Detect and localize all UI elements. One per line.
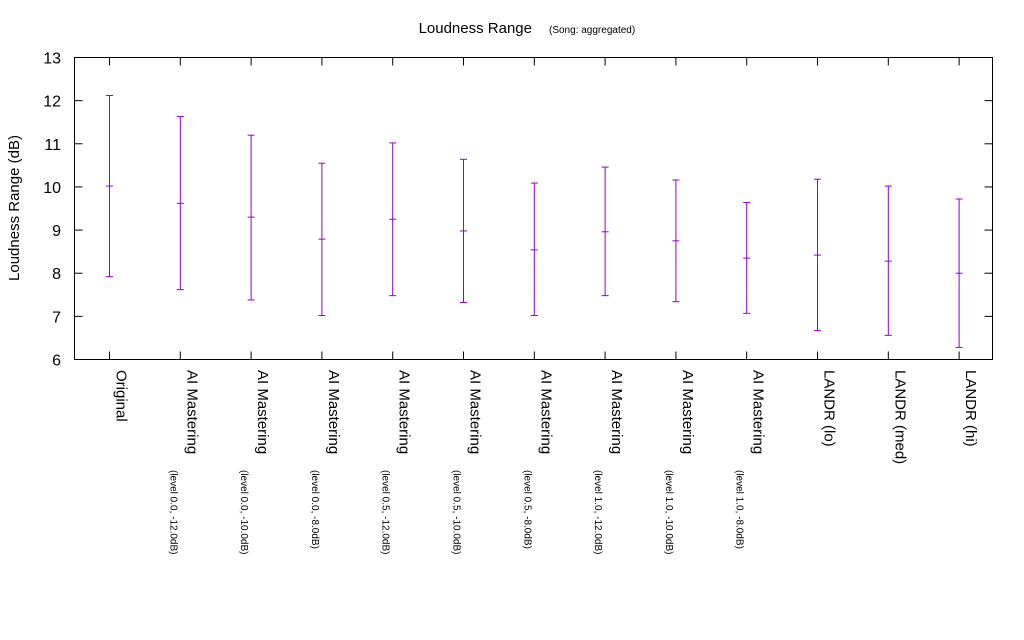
x-tick-label: AI Mastering xyxy=(325,370,342,454)
y-axis: 6 7 8 9 10 11 12 13 xyxy=(43,51,993,370)
x-tick-label: AI Mastering xyxy=(254,370,271,454)
y-tick-label: 12 xyxy=(43,94,61,111)
x-tick-label: Original xyxy=(113,370,130,422)
error-bar xyxy=(106,94,113,278)
error-bar xyxy=(530,182,538,316)
error-bar xyxy=(176,116,184,291)
x-tick-label: AI Mastering xyxy=(467,370,484,454)
x-tick-label: AI Mastering xyxy=(750,370,767,454)
x-tick-sublabel: (level 0.5, -10.0dB) xyxy=(451,470,462,555)
plot-frame xyxy=(74,57,993,360)
x-tick-sublabel: (level 0.0, -8.0dB) xyxy=(309,470,320,549)
error-bar xyxy=(247,134,255,301)
x-tick-label: AI Mastering xyxy=(183,370,200,454)
y-tick-label: 8 xyxy=(52,266,61,283)
x-tick-sublabel: (level 0.5, -12.0dB) xyxy=(380,470,391,555)
x-tick-label: LANDR (med) xyxy=(891,370,908,464)
x-tick-sublabel: (level 0.5, -8.0dB) xyxy=(521,470,532,549)
y-tick-label: 9 xyxy=(52,223,61,240)
error-bar xyxy=(389,142,397,297)
y-tick-label: 11 xyxy=(44,137,61,154)
x-tick-sublabel: (level 1.0, -12.0dB) xyxy=(592,470,603,555)
x-tick-sublabel: (level 0.0, -10.0dB) xyxy=(238,470,249,555)
error-bar xyxy=(672,179,680,303)
y-axis-label: Loudness Range (dB) xyxy=(6,135,23,281)
x-tick-label: AI Mastering xyxy=(396,370,413,454)
error-bar xyxy=(743,201,751,314)
error-bar xyxy=(814,178,821,332)
x-tick-sublabel: (level 1.0, -10.0dB) xyxy=(663,470,674,555)
series xyxy=(106,94,963,348)
y-tick-label: 6 xyxy=(52,353,61,370)
y-tick-label: 13 xyxy=(43,51,61,68)
error-bar xyxy=(601,166,609,297)
x-tick-label: AI Mastering xyxy=(608,370,625,454)
y-tick-label: 7 xyxy=(52,309,61,326)
x-axis: Original AI Mastering (level 0.0, -12.0dB)… xyxy=(109,57,979,555)
error-bar xyxy=(460,158,467,304)
x-tick-sublabel: (level 0.0, -12.0dB) xyxy=(167,470,178,555)
chart-subtitle: (Song: aggregated) xyxy=(549,25,635,36)
error-bar xyxy=(318,162,326,316)
x-tick-label: LANDR (lo) xyxy=(821,370,838,447)
y-tick-label: 10 xyxy=(43,180,61,197)
x-tick-sublabel: (level 1.0, -8.0dB) xyxy=(734,470,745,549)
x-tick-label: LANDR (hi) xyxy=(962,370,979,447)
error-bar xyxy=(955,198,963,348)
chart-title: Loudness Range xyxy=(419,20,532,37)
x-tick-label: AI Mastering xyxy=(679,370,696,454)
x-tick-label: AI Mastering xyxy=(537,370,554,454)
error-bar xyxy=(884,185,892,336)
